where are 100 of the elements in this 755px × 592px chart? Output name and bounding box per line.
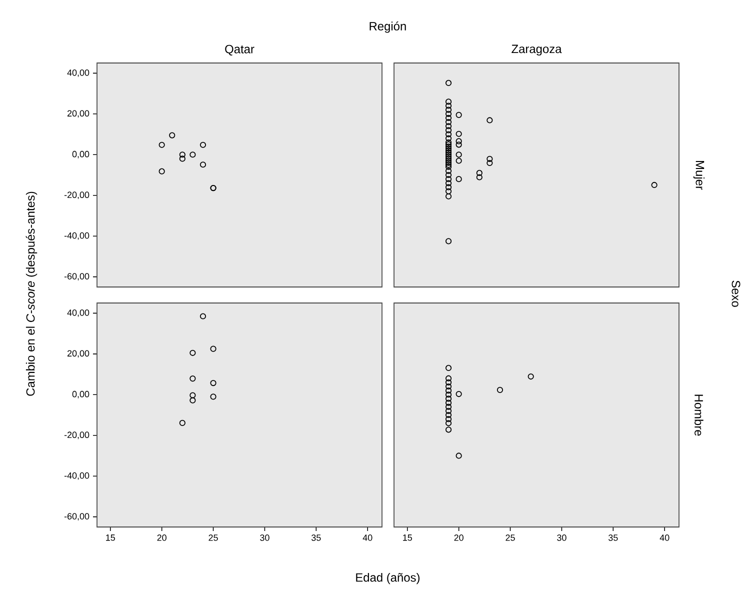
x-tick-label: 25 <box>506 534 515 541</box>
point <box>445 98 452 105</box>
point <box>190 376 196 382</box>
point <box>210 380 216 386</box>
point <box>445 123 452 130</box>
point <box>445 148 452 154</box>
point <box>445 180 452 186</box>
point <box>445 416 452 422</box>
point <box>445 110 452 117</box>
y-tick-label: -20,00 <box>64 432 90 440</box>
point <box>445 188 452 194</box>
point <box>445 127 452 134</box>
point <box>456 112 462 118</box>
point <box>445 404 452 410</box>
y-tick-label: 40,00 <box>67 69 90 77</box>
point <box>445 143 452 150</box>
point <box>445 396 452 402</box>
point <box>445 193 452 200</box>
point <box>445 392 452 398</box>
point <box>445 388 452 394</box>
point <box>486 117 493 124</box>
point <box>456 142 462 148</box>
y2-axis-title: Hombre <box>694 394 704 436</box>
point <box>456 138 462 144</box>
point <box>445 400 452 406</box>
point <box>528 373 534 380</box>
point <box>456 158 462 164</box>
point <box>445 420 452 426</box>
point <box>445 135 452 142</box>
point <box>445 131 452 138</box>
point <box>210 394 216 400</box>
point <box>179 420 186 426</box>
point <box>445 238 452 244</box>
x-tick-label: 30 <box>557 534 566 541</box>
point <box>158 142 165 148</box>
point <box>445 141 452 148</box>
point <box>445 119 452 126</box>
y2-axis-title: Mujer <box>693 161 705 190</box>
y-tick-label: -60,00 <box>64 273 90 281</box>
point <box>190 392 196 398</box>
point <box>445 152 452 158</box>
point <box>445 383 452 390</box>
y-axis-title: Cambio en el C-score (después-antes) <box>26 192 38 396</box>
point <box>179 152 186 158</box>
y-tick-label: -20,00 <box>64 192 90 200</box>
x-tick-label: 35 <box>608 534 618 541</box>
x-tick-label: 20 <box>157 534 166 541</box>
point <box>210 346 216 352</box>
y-tick-label: -40,00 <box>64 232 90 240</box>
point <box>486 156 493 162</box>
chart-title: Zaragoza <box>512 44 562 56</box>
y-tick-label: 20,00 <box>67 350 90 358</box>
point <box>200 142 206 148</box>
point <box>445 145 452 152</box>
x-tick-label: 30 <box>260 534 270 541</box>
point <box>445 379 452 386</box>
point <box>445 375 452 382</box>
point <box>445 160 452 166</box>
point <box>445 168 452 174</box>
y-tick-label: -40,00 <box>64 472 90 480</box>
point <box>158 168 165 174</box>
x-tick-label: 25 <box>208 534 218 541</box>
x-tick-label: 20 <box>454 534 464 541</box>
x-tick-label: 40 <box>660 534 670 541</box>
point <box>445 172 452 178</box>
point <box>190 350 196 356</box>
y-tick-label: -60,00 <box>64 513 90 521</box>
chart-title: Qatar <box>225 44 254 56</box>
point <box>651 182 658 188</box>
point <box>456 176 462 182</box>
y-tick-label: 20,00 <box>67 110 90 118</box>
point <box>445 184 452 190</box>
point <box>476 170 482 176</box>
point <box>456 390 462 398</box>
point <box>179 156 186 162</box>
point <box>445 80 452 86</box>
point <box>200 162 206 168</box>
point <box>445 158 452 164</box>
point <box>169 132 176 138</box>
x-tick-label: 15 <box>403 534 412 541</box>
x-axis-title: Edad (años) <box>356 572 420 584</box>
x-tick-label: 40 <box>362 534 372 541</box>
point <box>445 154 452 160</box>
point <box>445 162 452 168</box>
point <box>445 426 452 433</box>
x-tick-label: 35 <box>312 534 321 541</box>
y-tick-label: 0,00 <box>72 390 90 398</box>
text: Región <box>370 22 406 33</box>
point <box>445 102 452 109</box>
point <box>445 114 452 122</box>
point <box>445 156 452 162</box>
point <box>445 364 452 372</box>
point <box>445 164 452 170</box>
point <box>445 176 452 182</box>
y-tick-label: 0,00 <box>72 150 90 158</box>
point <box>456 452 462 459</box>
point <box>445 412 452 418</box>
point <box>496 386 504 394</box>
point <box>476 174 482 180</box>
point <box>190 397 196 404</box>
